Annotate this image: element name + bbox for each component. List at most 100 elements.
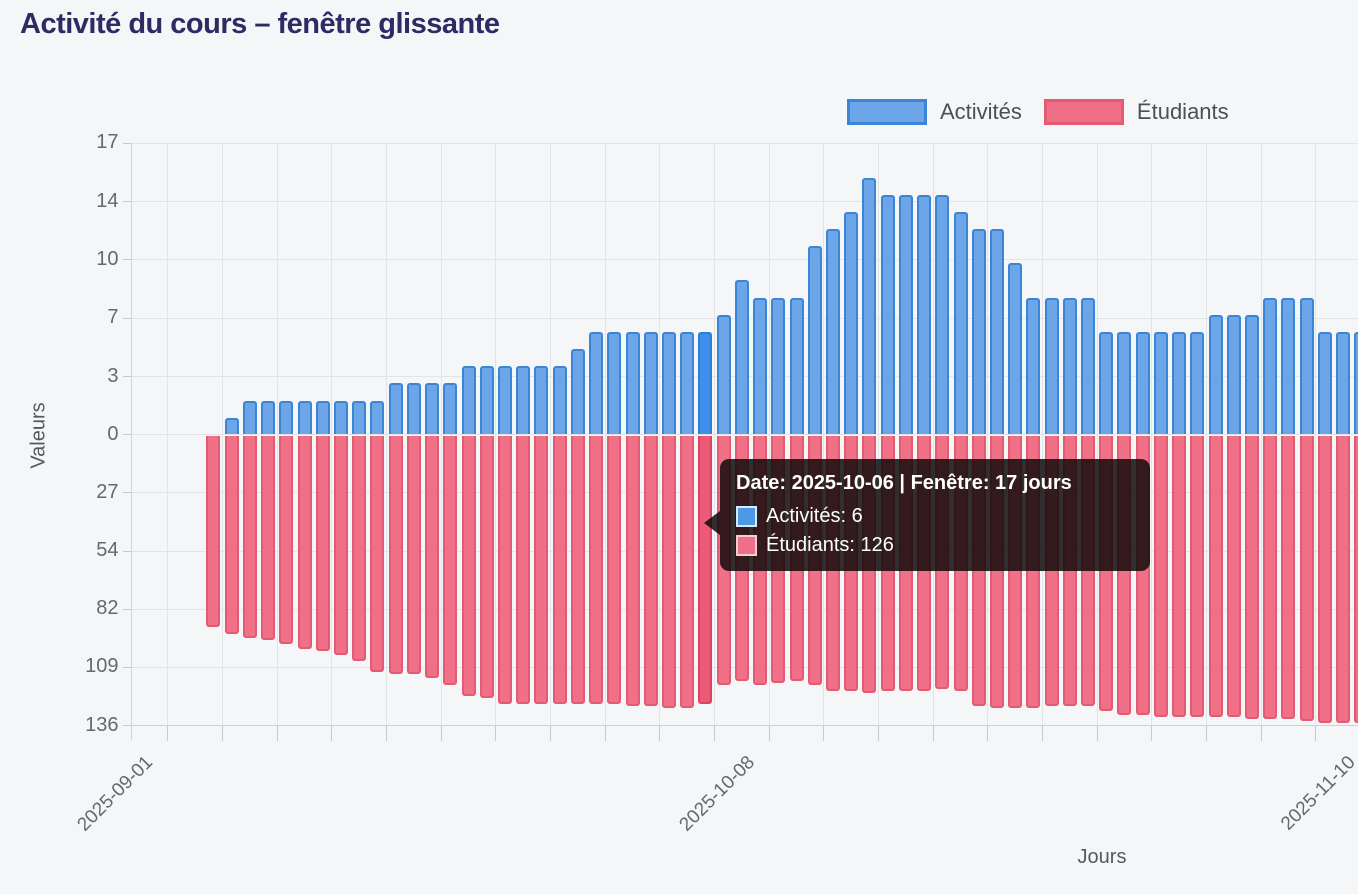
bar-etudiants[interactable] xyxy=(1317,436,1332,724)
bar-activites[interactable] xyxy=(789,297,804,434)
bar-etudiants[interactable] xyxy=(680,436,695,709)
bar-etudiants[interactable] xyxy=(461,436,476,696)
bar-etudiants[interactable] xyxy=(352,436,367,662)
bar-activites[interactable] xyxy=(1190,331,1205,434)
bar-activites[interactable] xyxy=(698,331,713,434)
bar-activites[interactable] xyxy=(461,366,476,434)
bar-etudiants[interactable] xyxy=(643,436,658,707)
bar-etudiants[interactable] xyxy=(224,436,239,634)
bar-activites[interactable] xyxy=(1008,263,1023,434)
bar-activites[interactable] xyxy=(862,177,877,434)
bar-etudiants[interactable] xyxy=(242,436,257,638)
bar-activites[interactable] xyxy=(661,331,676,434)
bar-activites[interactable] xyxy=(589,331,604,434)
bar-activites[interactable] xyxy=(479,366,494,434)
bar-etudiants[interactable] xyxy=(388,436,403,675)
bar-activites[interactable] xyxy=(680,331,695,434)
legend-item-activites[interactable]: Activités xyxy=(847,99,1022,125)
bar-activites[interactable] xyxy=(807,246,822,434)
bar-etudiants[interactable] xyxy=(297,436,312,649)
bar-activites[interactable] xyxy=(1336,331,1351,434)
bar-etudiants[interactable] xyxy=(1208,436,1223,717)
bar-activites[interactable] xyxy=(1044,297,1059,434)
bar-activites[interactable] xyxy=(516,366,531,434)
bar-activites[interactable] xyxy=(315,400,330,434)
bar-activites[interactable] xyxy=(898,194,913,434)
bar-activites[interactable] xyxy=(242,400,257,434)
bar-activites[interactable] xyxy=(716,314,731,434)
bar-etudiants[interactable] xyxy=(315,436,330,651)
bar-etudiants[interactable] xyxy=(607,436,622,705)
bar-etudiants[interactable] xyxy=(370,436,385,673)
bar-etudiants[interactable] xyxy=(206,436,221,628)
bar-activites[interactable] xyxy=(844,211,859,434)
bar-activites[interactable] xyxy=(570,349,585,434)
bar-activites[interactable] xyxy=(1281,297,1296,434)
bar-etudiants[interactable] xyxy=(1226,436,1241,717)
bar-etudiants[interactable] xyxy=(1336,436,1351,724)
bar-etudiants[interactable] xyxy=(698,436,713,705)
bar-activites[interactable] xyxy=(352,400,367,434)
bar-activites[interactable] xyxy=(425,383,440,434)
bar-activites[interactable] xyxy=(498,366,512,434)
bar-activites[interactable] xyxy=(1099,331,1114,434)
bar-activites[interactable] xyxy=(370,400,385,434)
bar-etudiants[interactable] xyxy=(1172,436,1187,717)
bar-activites[interactable] xyxy=(825,229,840,434)
bar-activites[interactable] xyxy=(1026,297,1041,434)
bar-etudiants[interactable] xyxy=(425,436,440,679)
bar-activites[interactable] xyxy=(334,400,349,434)
bar-etudiants[interactable] xyxy=(661,436,676,709)
bar-activites[interactable] xyxy=(1153,331,1168,434)
bar-activites[interactable] xyxy=(607,331,622,434)
bar-activites[interactable] xyxy=(552,366,567,434)
bar-etudiants[interactable] xyxy=(334,436,349,655)
bar-activites[interactable] xyxy=(1299,297,1314,434)
bar-activites[interactable] xyxy=(279,400,294,434)
bar-activites[interactable] xyxy=(297,400,312,434)
bar-activites[interactable] xyxy=(443,383,458,434)
bar-etudiants[interactable] xyxy=(1263,436,1278,720)
bar-etudiants[interactable] xyxy=(1153,436,1168,717)
bar-activites[interactable] xyxy=(1117,331,1132,434)
bar-etudiants[interactable] xyxy=(1354,436,1358,724)
bar-etudiants[interactable] xyxy=(1281,436,1296,720)
bar-etudiants[interactable] xyxy=(1190,436,1205,717)
bar-activites[interactable] xyxy=(1354,331,1358,434)
bar-activites[interactable] xyxy=(953,211,968,434)
bar-etudiants[interactable] xyxy=(498,436,512,705)
bar-etudiants[interactable] xyxy=(534,436,549,705)
bar-activites[interactable] xyxy=(917,194,932,434)
bar-etudiants[interactable] xyxy=(570,436,585,705)
bar-activites[interactable] xyxy=(406,383,421,434)
bar-etudiants[interactable] xyxy=(1299,436,1314,722)
bar-activites[interactable] xyxy=(1172,331,1187,434)
bar-activites[interactable] xyxy=(1263,297,1278,434)
bar-etudiants[interactable] xyxy=(516,436,531,705)
bar-activites[interactable] xyxy=(1226,314,1241,434)
bar-etudiants[interactable] xyxy=(1245,436,1260,720)
bar-activites[interactable] xyxy=(261,400,276,434)
bar-activites[interactable] xyxy=(771,297,786,434)
bar-activites[interactable] xyxy=(643,331,658,434)
bar-activites[interactable] xyxy=(625,331,640,434)
bar-activites[interactable] xyxy=(388,383,403,434)
bar-activites[interactable] xyxy=(935,194,950,434)
bar-etudiants[interactable] xyxy=(552,436,567,705)
bar-activites[interactable] xyxy=(1062,297,1077,434)
bar-etudiants[interactable] xyxy=(406,436,421,675)
bar-activites[interactable] xyxy=(1135,331,1150,434)
bar-etudiants[interactable] xyxy=(625,436,640,707)
bar-activites[interactable] xyxy=(1245,314,1260,434)
bar-activites[interactable] xyxy=(1081,297,1096,434)
bar-etudiants[interactable] xyxy=(443,436,458,685)
bar-activites[interactable] xyxy=(989,229,1004,434)
bar-activites[interactable] xyxy=(1317,331,1332,434)
bar-activites[interactable] xyxy=(880,194,895,434)
bar-etudiants[interactable] xyxy=(479,436,494,698)
bar-activites[interactable] xyxy=(971,229,986,434)
bar-etudiants[interactable] xyxy=(589,436,604,705)
bar-activites[interactable] xyxy=(753,297,768,434)
bar-activites[interactable] xyxy=(224,417,239,434)
bar-activites[interactable] xyxy=(734,280,749,434)
